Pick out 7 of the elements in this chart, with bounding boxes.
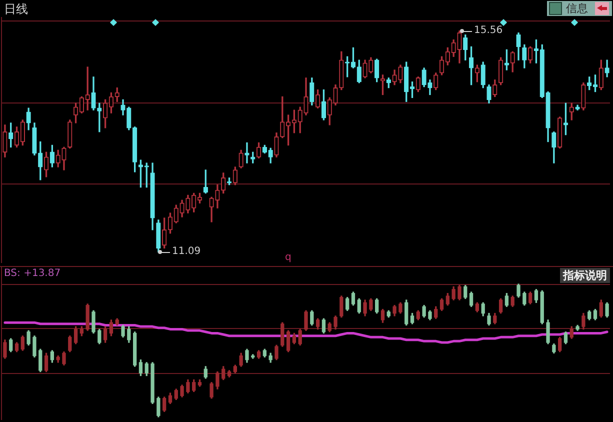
annotation: 11.09 [172, 246, 201, 258]
annotation: q [285, 252, 292, 264]
annotation: 15.56 [474, 25, 503, 37]
chart-title: 日线 [4, 2, 28, 16]
button: 指标说明 [560, 268, 610, 283]
chart-title: BS: +13.87 [4, 267, 61, 281]
text: 信息 [566, 2, 588, 15]
